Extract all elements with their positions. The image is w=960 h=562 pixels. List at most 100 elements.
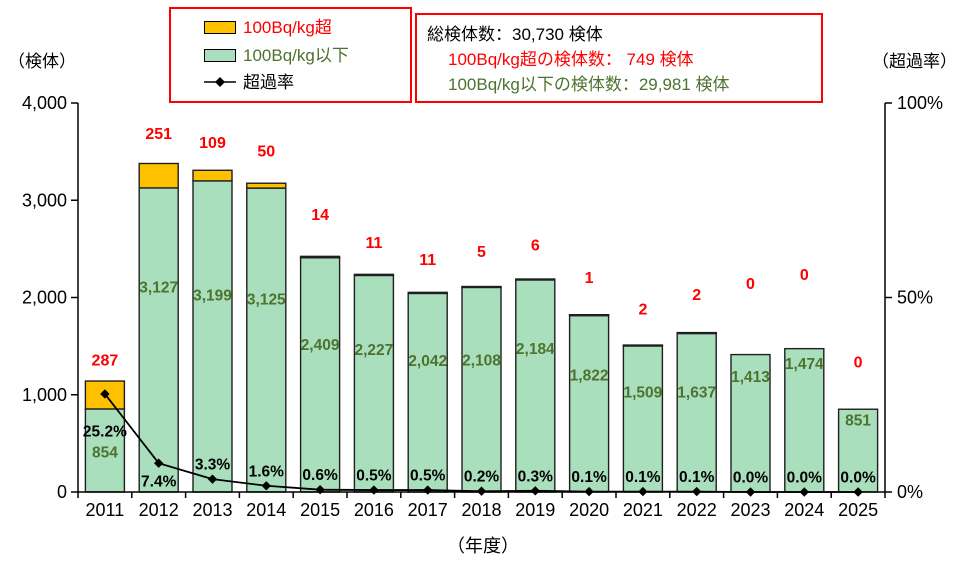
rate-value-label: 0.1% (571, 469, 607, 486)
bar-below-2014 (246, 187, 287, 493)
exceed-value-label: 1 (585, 270, 594, 287)
x-axis-unit-label: （年度） (447, 536, 519, 556)
below-value-label: 854 (92, 444, 118, 461)
bar-exceed-2021 (622, 344, 664, 347)
rate-value-label: 0.1% (679, 469, 715, 486)
x-axis-category-label: 2011 (86, 500, 125, 520)
x-axis-category-label: 2020 (569, 500, 609, 520)
bar-exceed-2016 (353, 273, 395, 277)
data-labels: 28785425.2%2513,1277.4%1093,1993.3%503,1… (83, 126, 876, 491)
left-axis-tick-label: 4,000 (22, 93, 67, 113)
x-axis-category-label: 2016 (354, 500, 394, 520)
rate-value-label: 0.0% (787, 470, 823, 487)
x-axis-category-label: 2015 (300, 500, 340, 520)
rate-value-label: 25.2% (83, 423, 127, 440)
x-axis-category-label: 2021 (623, 500, 663, 520)
below-value-label: 2,184 (516, 341, 555, 358)
x-axis-category-label: 2022 (677, 500, 717, 520)
bar-below-2025 (837, 408, 879, 493)
below-value-label: 2,108 (462, 352, 501, 369)
rate-markers (100, 389, 863, 497)
exceed-value-label: 287 (92, 353, 119, 370)
rate-marker-2012 (154, 458, 164, 468)
exceed-value-label: 251 (145, 126, 172, 143)
x-axis-category-label: 2019 (515, 500, 555, 520)
x-axis-category-label: 2012 (139, 500, 179, 520)
rate-value-label: 7.4% (141, 474, 177, 491)
rate-marker-2023 (745, 487, 756, 497)
legend-rate-label: 超過率 (243, 72, 294, 92)
rate-value-label: 0.0% (733, 470, 769, 487)
bar-below-2015 (299, 257, 341, 493)
below-value-label: 1,474 (785, 356, 824, 373)
rate-marker-2021 (638, 486, 648, 497)
bar-exceed-2018 (461, 285, 502, 289)
rate-value-label: 0.3% (518, 468, 554, 485)
x-axis-category-label: 2018 (461, 500, 501, 520)
rate-marker-2025 (853, 487, 863, 497)
bar-exceed-2019 (515, 278, 556, 281)
rate-marker-2018 (476, 486, 487, 496)
bar-below-2024 (784, 347, 825, 493)
bar-below-2020 (568, 314, 610, 493)
below-value-label: 1,822 (570, 367, 609, 384)
below-value-label: 3,199 (193, 287, 232, 304)
x-axis-category-label: 2017 (408, 500, 448, 520)
bar-exceed-2013 (192, 169, 233, 182)
rate-marker-2014 (261, 481, 271, 491)
legend: 100Bq/kg超 100Bq/kg以下 超過率 (169, 7, 412, 103)
bar-below-2013 (192, 180, 233, 493)
right-axis-tick-label: 0% (897, 482, 923, 502)
legend-below-label: 100Bq/kg以下 (243, 45, 349, 65)
bar-below-2016 (353, 274, 395, 493)
bar-exceed-2020 (568, 314, 610, 317)
exceed-value-label: 6 (531, 238, 540, 255)
legend-item-below: 100Bq/kg以下 (204, 47, 410, 64)
rate-marker-2015 (315, 484, 325, 495)
right-axis-unit-label: （超過率） (872, 52, 957, 71)
below-swatch-icon (204, 48, 236, 62)
bar-exceed-2014 (246, 182, 287, 189)
rate-marker-2017 (423, 485, 433, 495)
bar-exceed-2015 (299, 255, 341, 259)
below-value-label: 1,413 (731, 369, 770, 386)
rate-value-label: 0.2% (464, 469, 500, 486)
below-value-label: 2,409 (301, 337, 340, 354)
summary-total: 総検体数：30,730 検体 (427, 25, 603, 44)
legend-item-rate: 超過率 (204, 74, 410, 91)
rate-value-label: 0.5% (356, 468, 392, 485)
x-axis-category-label: 2023 (730, 500, 770, 520)
bar-exceed-2017 (407, 291, 448, 295)
left-axis-tick-label: 2,000 (22, 288, 67, 308)
rate-value-label: 0.0% (840, 470, 876, 487)
rate-value-label: 1.6% (249, 463, 285, 480)
below-value-label: 2,227 (355, 342, 394, 359)
x-axis-category-label: 2025 (838, 500, 878, 520)
rate-marker-2016 (369, 485, 379, 495)
summary-below: 100Bq/kg以下の検体数：29,981 検体 (448, 75, 730, 94)
bar-below-2011 (84, 408, 126, 493)
rate-marker-2019 (530, 486, 540, 496)
legend-exceed-label: 100Bq/kg超 (243, 18, 332, 38)
left-axis-tick-label: 3,000 (22, 190, 67, 210)
below-value-label: 851 (845, 413, 871, 430)
left-axis-tick-label: 1,000 (22, 385, 67, 405)
right-axis-tick-label: 50% (897, 288, 933, 308)
rate-marker-2022 (692, 486, 702, 497)
exceed-value-label: 0 (746, 276, 755, 293)
bars (84, 162, 879, 493)
exceed-value-label: 0 (800, 267, 809, 284)
exceed-value-label: 5 (477, 244, 486, 261)
x-axis-category-label: 2014 (246, 500, 286, 520)
rate-value-label: 3.3% (195, 457, 231, 474)
summary-box: 総検体数：30,730 検体 100Bq/kg超の検体数： 749 検体 100… (415, 13, 823, 103)
exceed-value-label: 14 (311, 207, 329, 224)
rate-marker-2020 (584, 486, 594, 497)
bar-exceed-2011 (84, 380, 126, 410)
x-axis-category-label: 2024 (784, 500, 824, 520)
exceed-value-label: 11 (419, 252, 436, 269)
below-value-label: 3,127 (139, 279, 178, 296)
